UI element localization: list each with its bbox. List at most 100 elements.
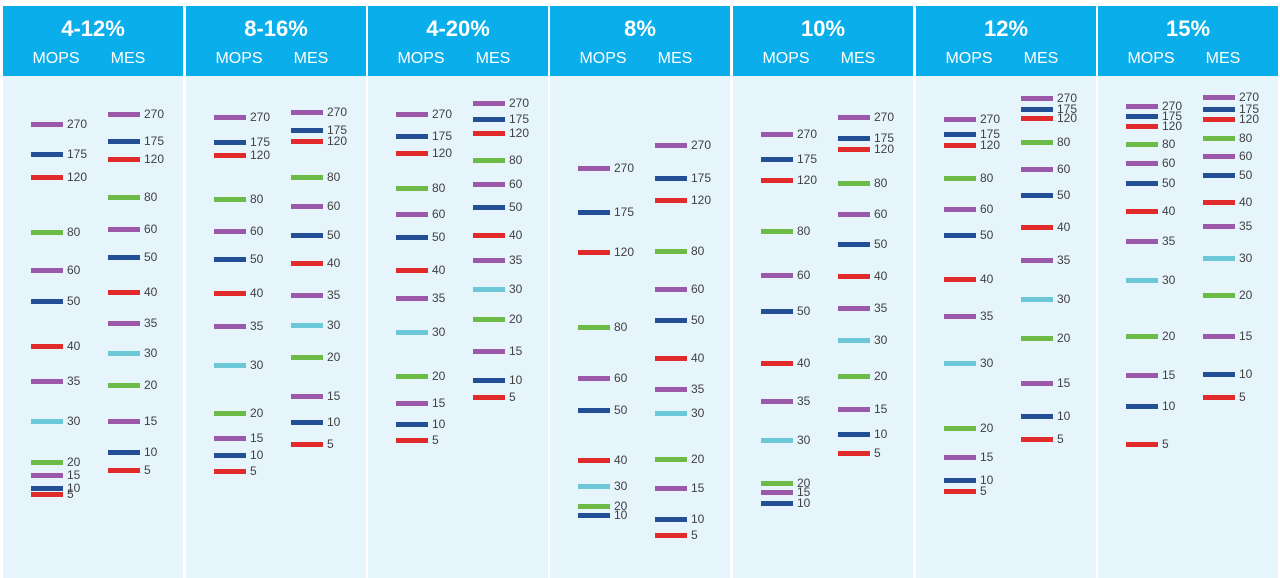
band-size-label: 40	[1239, 195, 1253, 209]
marker-band	[1203, 95, 1235, 100]
band-size-label: 270	[691, 138, 712, 152]
marker-band	[1126, 278, 1158, 283]
marker-band	[578, 166, 610, 171]
band-size-label: 35	[1239, 219, 1253, 233]
band-size-label: 120	[250, 148, 271, 162]
marker-band	[31, 122, 63, 127]
band-size-label: 60	[432, 207, 446, 221]
band-size-label: 270	[509, 96, 530, 110]
marker-band	[655, 318, 687, 323]
band-size-label: 40	[327, 256, 341, 270]
marker-band	[655, 457, 687, 462]
marker-band	[578, 408, 610, 413]
band-size-label: 60	[874, 207, 888, 221]
marker-band	[1126, 239, 1158, 244]
marker-band	[214, 229, 246, 234]
band-size-label: 40	[144, 285, 158, 299]
band-size-label: 175	[797, 152, 818, 166]
gel-panel-header: 8% MOPS MES	[550, 6, 730, 76]
band-size-label: 80	[691, 244, 705, 258]
marker-band	[31, 486, 63, 491]
marker-band	[655, 287, 687, 292]
band-size-label: 50	[874, 237, 888, 251]
marker-band	[108, 450, 140, 455]
band-size-label: 20	[1162, 329, 1176, 343]
marker-band	[944, 478, 976, 483]
band-size-label: 40	[980, 272, 994, 286]
band-size-label: 270	[1057, 91, 1078, 105]
marker-band	[473, 158, 505, 163]
band-size-label: 50	[691, 313, 705, 327]
marker-band	[473, 378, 505, 383]
marker-band	[214, 363, 246, 368]
marker-band	[1126, 142, 1158, 147]
marker-band	[655, 387, 687, 392]
band-size-label: 5	[1239, 390, 1246, 404]
band-size-label: 30	[327, 318, 341, 332]
marker-band	[473, 131, 505, 136]
band-size-label: 20	[691, 452, 705, 466]
band-size-label: 5	[874, 446, 881, 460]
marker-band	[1203, 154, 1235, 159]
band-size-label: 15	[67, 468, 81, 482]
marker-band	[944, 176, 976, 181]
band-size-label: 15	[327, 389, 341, 403]
marker-band	[31, 473, 63, 478]
gel-panel: 10% MOPS MES 270 175 120 80 60 50 40 35 30 20 15 10 270…	[733, 6, 913, 578]
marker-band	[1203, 173, 1235, 178]
marker-band	[578, 484, 610, 489]
band-size-label: 35	[67, 374, 81, 388]
lane-label-mes: MES	[1205, 50, 1241, 67]
marker-band	[578, 504, 610, 509]
band-size-label: 120	[797, 173, 818, 187]
band-size-label: 10	[614, 508, 628, 522]
marker-band	[1021, 258, 1053, 263]
marker-band	[291, 110, 323, 115]
marker-band	[1021, 107, 1053, 112]
gel-panel-header: 8-16% MOPS MES	[186, 6, 366, 76]
band-size-label: 40	[432, 263, 446, 277]
band-size-label: 15	[509, 344, 523, 358]
band-size-label: 120	[67, 170, 88, 184]
band-size-label: 60	[67, 263, 81, 277]
band-size-label: 120	[509, 126, 530, 140]
band-size-label: 270	[327, 105, 348, 119]
band-size-label: 50	[614, 403, 628, 417]
marker-band	[1126, 104, 1158, 109]
marker-band	[108, 112, 140, 117]
gel-panel-header: 4-20% MOPS MES	[368, 6, 548, 76]
marker-band	[396, 151, 428, 156]
lane-label-mes: MES	[475, 50, 511, 67]
band-size-label: 175	[250, 135, 271, 149]
marker-band	[473, 349, 505, 354]
marker-band	[578, 376, 610, 381]
marker-band	[1021, 381, 1053, 386]
band-size-label: 30	[1057, 292, 1071, 306]
marker-band	[838, 432, 870, 437]
band-size-label: 120	[874, 142, 895, 156]
marker-band	[396, 438, 428, 443]
marker-band	[944, 489, 976, 494]
band-size-label: 20	[874, 369, 888, 383]
band-size-label: 175	[144, 134, 165, 148]
marker-band	[944, 117, 976, 122]
band-size-label: 10	[1057, 409, 1071, 423]
band-size-label: 60	[1162, 156, 1176, 170]
marker-band	[1203, 117, 1235, 122]
band-size-label: 80	[980, 171, 994, 185]
band-size-label: 270	[1162, 99, 1183, 113]
band-size-label: 30	[980, 356, 994, 370]
marker-band	[108, 383, 140, 388]
marker-band	[473, 258, 505, 263]
marker-band	[655, 176, 687, 181]
marker-band	[108, 419, 140, 424]
band-size-label: 60	[1057, 162, 1071, 176]
band-size-label: 120	[691, 193, 712, 207]
marker-band	[396, 186, 428, 191]
band-size-label: 270	[797, 127, 818, 141]
marker-band	[1126, 181, 1158, 186]
gel-panel: 8% MOPS MES 270 175 120 80 60 50 40 30 20 10 270 175 12…	[550, 6, 730, 578]
band-size-label: 50	[797, 304, 811, 318]
lane-label-mes: MES	[110, 50, 146, 67]
